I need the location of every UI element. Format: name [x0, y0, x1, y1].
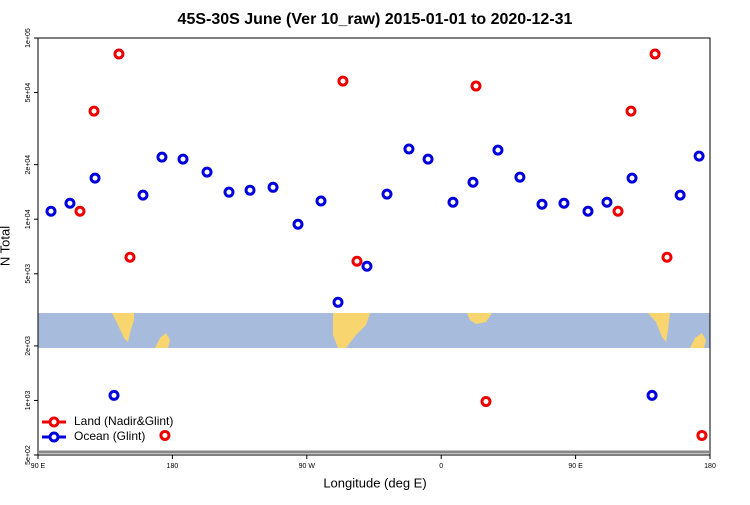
point [693, 150, 705, 162]
point [337, 75, 349, 87]
point [601, 196, 613, 208]
point [113, 48, 125, 60]
legend-marker [48, 431, 60, 443]
point [159, 429, 171, 441]
point [74, 205, 86, 217]
point [403, 143, 415, 155]
point [558, 197, 570, 209]
point [351, 255, 363, 267]
x-tick-label: 90 W [299, 463, 316, 470]
point [332, 296, 344, 308]
map-land [78, 313, 134, 342]
point [626, 172, 638, 184]
point [422, 153, 434, 165]
point [267, 181, 279, 193]
y-tick-label: 1e+03 [25, 391, 32, 411]
point [649, 48, 661, 60]
map-land [467, 313, 492, 324]
point [177, 153, 189, 165]
point [696, 429, 708, 441]
legend-marker [48, 416, 60, 428]
y-tick-label: 1e+05 [25, 28, 32, 48]
point [89, 172, 101, 184]
plot-frame [37, 37, 711, 456]
point [45, 205, 57, 217]
point [244, 184, 256, 196]
y-tick-label: 2e+03 [25, 336, 32, 356]
map-ocean [38, 313, 710, 348]
y-axis-label: N Total [0, 226, 12, 266]
point [582, 205, 594, 217]
point [156, 151, 168, 163]
y-tick-label: 2e+04 [25, 155, 32, 175]
point [467, 176, 479, 188]
point [315, 195, 327, 207]
x-tick-label: 90 E [31, 463, 46, 470]
legend-label: Land (Nadir&Glint) [74, 414, 173, 428]
point [480, 396, 492, 408]
point [64, 197, 76, 209]
y-tick-label: 5e+02 [25, 445, 32, 465]
y-tick-label: 5e+03 [25, 264, 32, 284]
point [124, 251, 136, 263]
point [646, 389, 658, 401]
legend-label: Ocean (Glint) [74, 429, 145, 443]
chart-title: 45S-30S June (Ver 10_raw) 2015-01-01 to … [178, 11, 573, 28]
map-band [38, 313, 710, 348]
x-tick-label: 0 [439, 463, 443, 470]
point [381, 188, 393, 200]
point [661, 251, 673, 263]
x-tick-label: 180 [167, 463, 179, 470]
point [88, 105, 100, 117]
x-axis-label: Longitude (deg E) [323, 475, 426, 490]
y-tick-label: 1e+04 [25, 209, 32, 229]
map-land [155, 333, 170, 348]
point [137, 189, 149, 201]
point [612, 205, 624, 217]
map-land [333, 313, 370, 348]
point [492, 144, 504, 156]
point [361, 260, 373, 272]
point [674, 189, 686, 201]
map-land [614, 313, 670, 342]
point [223, 186, 235, 198]
point [625, 105, 637, 117]
map-land [690, 333, 706, 348]
point [292, 218, 304, 230]
point [470, 80, 482, 92]
y-tick-label: 5e+04 [25, 83, 32, 103]
point [447, 196, 459, 208]
point [536, 198, 548, 210]
point [201, 166, 213, 178]
point [108, 389, 120, 401]
x-tick-label: 180 [704, 463, 716, 470]
point [514, 171, 526, 183]
x-tick-label: 90 E [568, 463, 583, 470]
